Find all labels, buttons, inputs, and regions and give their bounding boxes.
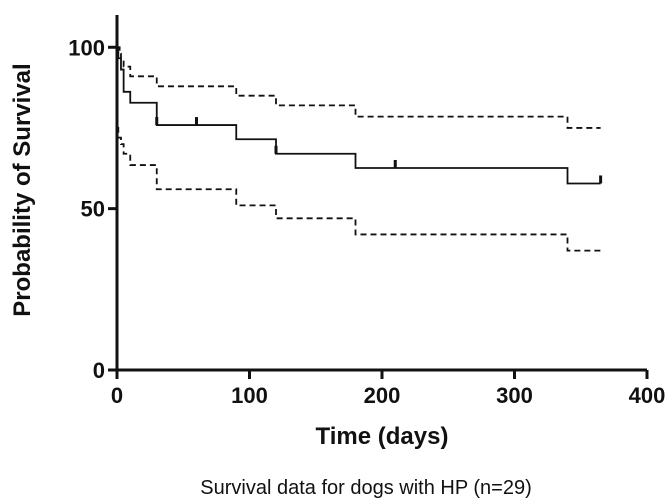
ci-line bbox=[117, 46, 601, 129]
x-axis-title: Time (days) bbox=[316, 423, 449, 450]
x-tick-label: 300 bbox=[496, 383, 533, 408]
x-tick-label: 0 bbox=[111, 383, 123, 408]
y-axis-title: Probability of Survival bbox=[9, 63, 36, 316]
caption: Survival data for dogs with HP (n=29) bbox=[200, 477, 531, 499]
y-tick-label: 100 bbox=[68, 35, 105, 60]
ci-line bbox=[117, 127, 601, 252]
x-tick-label: 400 bbox=[629, 383, 666, 408]
y-tick-label: 50 bbox=[81, 197, 105, 222]
survival-line bbox=[117, 46, 601, 185]
x-tick-label: 100 bbox=[231, 383, 268, 408]
x-tick-label: 200 bbox=[364, 383, 401, 408]
y-tick-label: 0 bbox=[93, 358, 105, 383]
